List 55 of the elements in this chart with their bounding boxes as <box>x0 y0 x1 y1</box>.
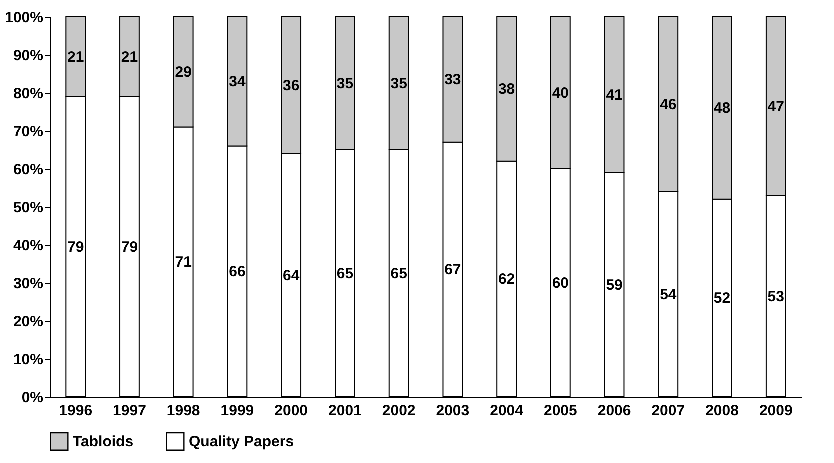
data-label: 54 <box>660 286 678 304</box>
data-label: 48 <box>714 100 731 118</box>
x-tick-label: 2003 <box>436 402 470 420</box>
data-label: 67 <box>444 262 462 279</box>
y-tick-label: 20% <box>13 314 44 330</box>
data-label: 71 <box>175 254 192 272</box>
data-label: 33 <box>444 72 462 89</box>
legend-label: Quality Papers <box>189 434 294 451</box>
x-tick-label: 1996 <box>59 402 93 420</box>
y-tick-label: 10% <box>13 352 44 368</box>
x-tick-label: 2008 <box>706 402 739 420</box>
data-label: 46 <box>660 96 677 114</box>
x-tick-label: 1997 <box>113 402 146 420</box>
data-label: 79 <box>68 238 84 256</box>
y-tick-label: 60% <box>13 162 44 178</box>
x-tick-label: 2005 <box>544 402 578 420</box>
data-label: 29 <box>175 64 192 82</box>
y-tick-label: 70% <box>13 124 44 140</box>
data-label: 35 <box>336 76 354 92</box>
data-label: 59 <box>606 276 623 294</box>
x-tick-label: 1998 <box>166 402 200 420</box>
data-label: 79 <box>121 238 138 256</box>
y-tick-label: 80% <box>13 86 44 102</box>
data-label: 60 <box>552 275 570 292</box>
x-tick-label: 2001 <box>328 402 362 420</box>
data-label: 62 <box>498 271 516 288</box>
data-label: 52 <box>714 290 731 308</box>
data-label: 34 <box>229 74 246 91</box>
y-tick-label: 50% <box>13 200 44 216</box>
data-label: 36 <box>282 77 300 94</box>
x-tick-label: 2007 <box>652 402 686 420</box>
data-label: 47 <box>768 98 784 116</box>
data-label: 41 <box>606 86 623 104</box>
y-tick-label: 40% <box>13 238 44 254</box>
data-label: 38 <box>498 81 516 98</box>
x-tick-label: 1999 <box>220 402 254 420</box>
data-label: 21 <box>68 48 84 66</box>
y-tick-label: 0% <box>22 390 44 406</box>
data-label: 65 <box>336 266 354 282</box>
x-tick-label: 2009 <box>759 402 793 420</box>
data-label: 21 <box>121 48 138 66</box>
x-tick-label: 2006 <box>598 402 632 420</box>
data-label: 66 <box>229 264 246 281</box>
x-tick-label: 2004 <box>490 402 524 420</box>
legend-label: Tabloids <box>73 434 134 451</box>
data-label: 35 <box>390 76 408 92</box>
data-label: 40 <box>552 85 570 102</box>
x-tick-label: 2002 <box>382 402 416 420</box>
y-tick-label: 100% <box>5 10 44 26</box>
y-tick-label: 30% <box>13 276 44 292</box>
x-tick-label: 2000 <box>274 402 308 420</box>
data-label: 53 <box>768 288 784 306</box>
data-label: 65 <box>390 266 408 282</box>
y-tick-label: 90% <box>13 48 44 64</box>
data-label: 64 <box>282 267 300 284</box>
